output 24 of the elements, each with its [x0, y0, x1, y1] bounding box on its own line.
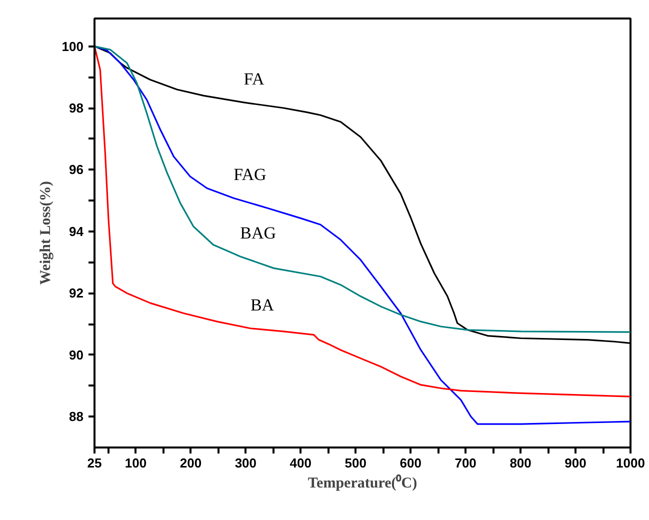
x-tick-label: 800: [510, 456, 532, 470]
series-label: FAG: [234, 165, 266, 184]
x-tick-label: 500: [344, 456, 366, 470]
y-tick-label: 96: [69, 162, 84, 178]
x-tick-label: 700: [454, 456, 476, 470]
x-axis-title: Temperature(⁰C): [308, 474, 418, 492]
y-axis-title: Weight Loss(%): [38, 181, 54, 285]
y-tick-label: 98: [69, 100, 84, 116]
y-tick-label: 100: [62, 38, 84, 54]
x-tick-label: 1000: [616, 456, 645, 470]
series-label: BAG: [240, 223, 276, 242]
y-tick-label: 88: [69, 409, 84, 424]
x-tick-label: 300: [234, 456, 257, 470]
y-tick-label: 94: [69, 224, 84, 239]
y-tick-label: 92: [69, 286, 84, 301]
series-label: BA: [250, 295, 275, 314]
x-tick-label: 400: [290, 456, 312, 470]
x-tick-label: 600: [400, 456, 422, 470]
series-label: FA: [244, 69, 266, 88]
x-tick-label: 25: [87, 456, 102, 470]
y-tick-label: 90: [69, 347, 84, 362]
x-tick-label: 200: [180, 456, 202, 470]
x-tick-label: 900: [564, 456, 586, 470]
x-tick-label: 100: [124, 456, 147, 470]
